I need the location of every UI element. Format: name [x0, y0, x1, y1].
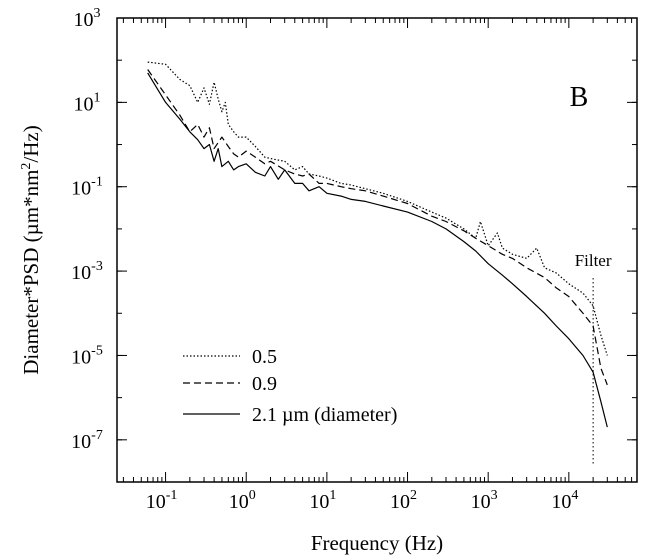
- y-tick-label: 101: [74, 90, 101, 115]
- series-line-1: [147, 69, 608, 386]
- series-layer: [147, 61, 608, 428]
- x-tick-label: 101: [309, 488, 336, 513]
- x-tick-label: 10-1: [146, 488, 178, 513]
- x-tick-label: 102: [390, 488, 417, 513]
- major-ticks: [117, 17, 637, 482]
- x-tick-label: 103: [471, 488, 498, 513]
- y-tick-label: 10-1: [71, 175, 103, 200]
- x-tick-label: 100: [229, 488, 256, 513]
- panel-label: B: [570, 82, 589, 113]
- y-tick-label: 10-5: [71, 343, 103, 368]
- y-tick-label: 10-7: [71, 428, 103, 453]
- series-line-0: [147, 61, 608, 356]
- plot-frame: [116, 17, 638, 483]
- legend: 0.5 0.9 2.1 µm (diameter): [183, 346, 397, 426]
- series-line-2: [147, 72, 608, 428]
- y-axis-label: Diameter*PSD (µm*nm2/Hz): [19, 125, 43, 375]
- y-tick-label: 103: [74, 6, 101, 31]
- legend-label-0: 0.5: [252, 346, 277, 368]
- filter-label: Filter: [575, 251, 612, 270]
- x-axis-label: Frequency (Hz): [311, 531, 443, 555]
- legend-label-1: 0.9: [252, 373, 277, 395]
- tick-labels: 10-1 100 101 102 103 104 10-7 10-5 10-3 10-1 101 10…: [71, 6, 578, 513]
- filter-annotation: Filter: [575, 251, 612, 464]
- legend-label-2: 2.1 µm (diameter): [252, 404, 397, 426]
- x-tick-label: 104: [551, 488, 578, 513]
- y-tick-label: 10-3: [71, 259, 103, 284]
